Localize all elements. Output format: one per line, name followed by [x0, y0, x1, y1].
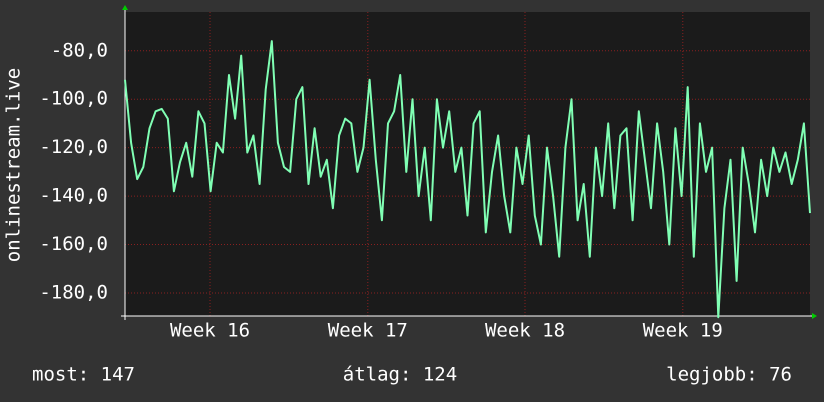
- y-tick-label: -80,0: [51, 39, 108, 61]
- arrow: [812, 313, 817, 319]
- x-tick-label: Week 19: [643, 320, 723, 342]
- y-tick-label: -180,0: [39, 281, 108, 303]
- series-line: [124, 40, 811, 319]
- y-axis-label: onlinestream.live: [3, 68, 25, 262]
- y-tick-label: -160,0: [39, 233, 108, 255]
- x-tick-label: Week 16: [170, 320, 250, 342]
- y-tick-label: -140,0: [39, 185, 108, 207]
- footer-current: most: 147: [32, 364, 135, 386]
- y-tick-label: -100,0: [39, 88, 108, 110]
- plot-area: [125, 12, 810, 316]
- arrow: [122, 5, 128, 10]
- x-tick-label: Week 17: [328, 320, 408, 342]
- footer-best: legjobb: 76: [666, 364, 792, 386]
- footer-average: átlag: 124: [343, 364, 457, 386]
- y-tick-label: -120,0: [39, 136, 108, 158]
- x-tick-label: Week 18: [485, 320, 565, 342]
